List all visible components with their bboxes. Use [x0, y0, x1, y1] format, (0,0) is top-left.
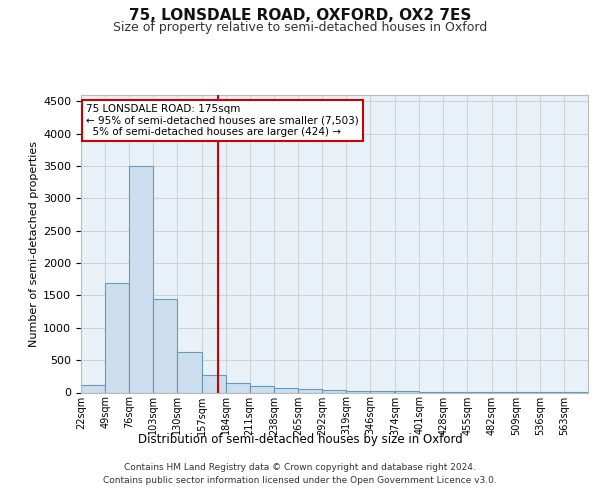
Bar [81, 384, 105, 392]
Bar [298, 389, 322, 392]
Text: 75, LONSDALE ROAD, OXFORD, OX2 7ES: 75, LONSDALE ROAD, OXFORD, OX2 7ES [129, 8, 471, 22]
Bar [154, 298, 178, 392]
Bar [129, 166, 154, 392]
Bar [346, 390, 370, 392]
Text: 75 LONSDALE ROAD: 175sqm
← 95% of semi-detached houses are smaller (7,503)
  5% : 75 LONSDALE ROAD: 175sqm ← 95% of semi-d… [86, 104, 359, 137]
Bar [226, 383, 250, 392]
Bar [395, 391, 419, 392]
Text: Distribution of semi-detached houses by size in Oxford: Distribution of semi-detached houses by … [137, 432, 463, 446]
Bar [274, 388, 298, 392]
Text: Contains HM Land Registry data © Crown copyright and database right 2024.: Contains HM Land Registry data © Crown c… [124, 462, 476, 471]
Y-axis label: Number of semi-detached properties: Number of semi-detached properties [29, 141, 39, 347]
Bar [178, 352, 202, 393]
Bar [322, 390, 346, 392]
Bar [105, 282, 129, 393]
Text: Size of property relative to semi-detached houses in Oxford: Size of property relative to semi-detach… [113, 21, 487, 34]
Bar [370, 391, 394, 392]
Text: Contains public sector information licensed under the Open Government Licence v3: Contains public sector information licen… [103, 476, 497, 485]
Bar [202, 375, 226, 392]
Bar [250, 386, 274, 392]
